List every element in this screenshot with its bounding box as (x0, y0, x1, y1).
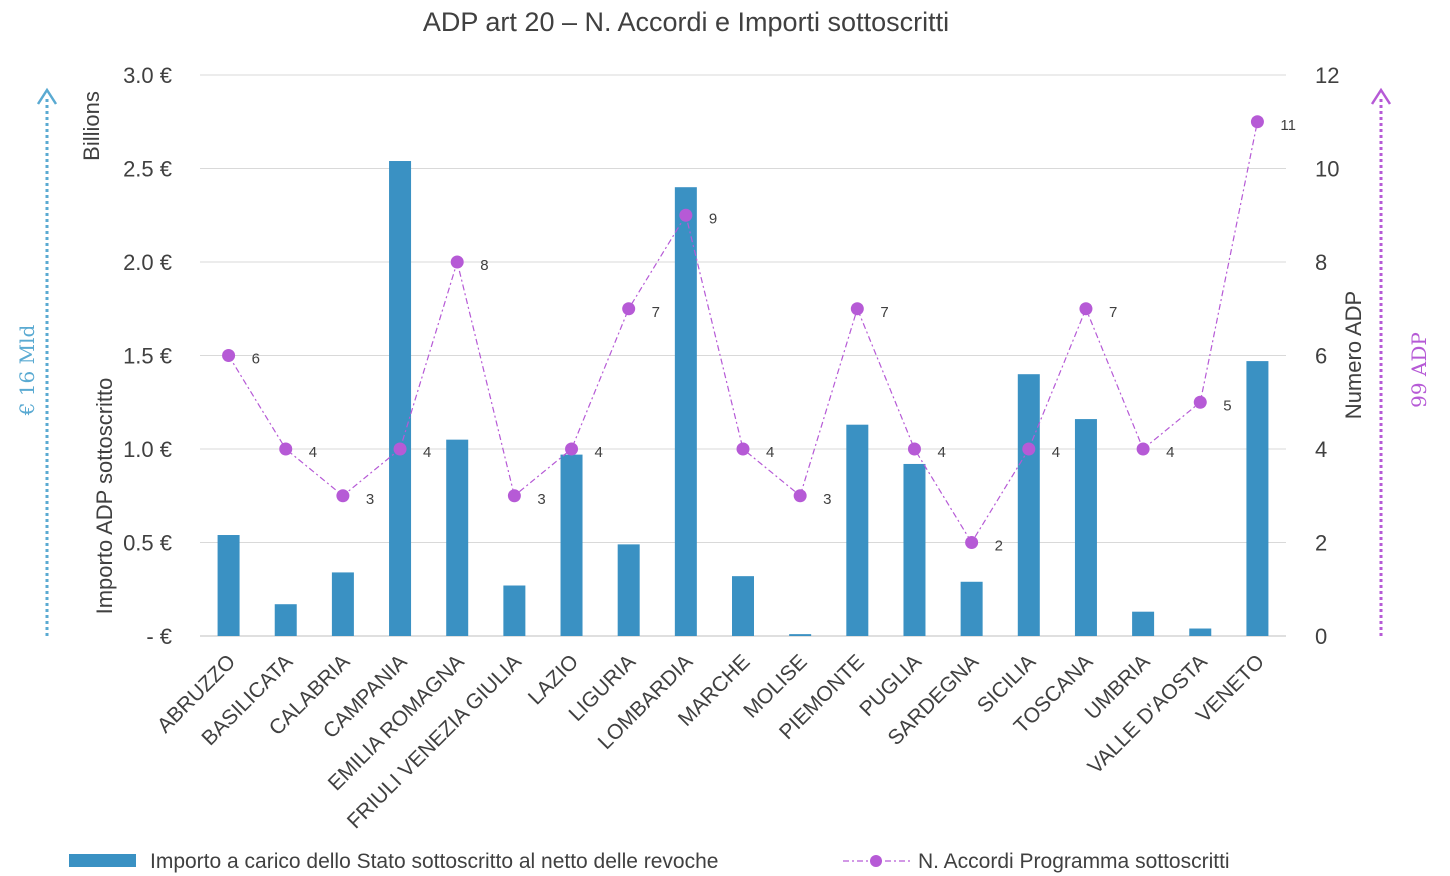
legend-item-line: N. Accordi Programma sottoscritti (843, 850, 1230, 873)
line-point (1194, 396, 1207, 409)
data-label: 9 (709, 210, 717, 227)
legend-item-bars: Importo a carico dello Stato sottoscritt… (69, 850, 718, 873)
legend-line-marker (870, 855, 882, 867)
line-point (336, 489, 349, 502)
bar (1246, 361, 1268, 636)
left-axis-units: Billions (79, 91, 104, 161)
line-point (1251, 115, 1264, 128)
bar (675, 187, 697, 636)
data-label: 3 (366, 491, 374, 508)
bar (1189, 629, 1211, 636)
line-point (279, 443, 292, 456)
bar (732, 576, 754, 636)
gridlines (200, 75, 1286, 636)
line-point (622, 302, 635, 315)
left-tick-label: 1.5 € (123, 344, 172, 369)
legend-bar-label: Importo a carico dello Stato sottoscritt… (150, 850, 718, 873)
line-point (1079, 302, 1092, 315)
line-point (1137, 443, 1150, 456)
left-tick-label: 1.0 € (123, 437, 172, 462)
left-axis-ticks: - € 0.5 € 1.0 € 1.5 € 2.0 € 2.5 € 3.0 € (123, 63, 172, 649)
bar (1075, 419, 1097, 636)
chart-title: ADP art 20 – N. Accordi e Importi sottos… (423, 7, 949, 37)
bar (561, 455, 583, 636)
left-tick-label: 3.0 € (123, 63, 172, 88)
data-label: 7 (1109, 304, 1117, 321)
bar (789, 634, 811, 636)
left-axis-title: Importo ADP sottoscritto (92, 378, 117, 615)
legend-bar-swatch (69, 854, 136, 867)
data-label: 4 (595, 444, 603, 461)
line-point (1022, 443, 1035, 456)
bar (618, 544, 640, 636)
right-tick-label: 10 (1315, 157, 1339, 182)
right-tick-label: 4 (1315, 437, 1327, 462)
line-point (851, 302, 864, 315)
bar (503, 586, 525, 636)
left-side-note: € 16 Mld (15, 90, 56, 636)
right-tick-label: 6 (1315, 344, 1327, 369)
bar (332, 572, 354, 636)
bar (961, 582, 983, 636)
data-label: 2 (995, 538, 1003, 555)
right-tick-label: 12 (1315, 63, 1339, 88)
legend: Importo a carico dello Stato sottoscritt… (69, 850, 1230, 873)
bar (218, 535, 240, 636)
x-axis-ticks: ABRUZZOBASILICATACALABRIACAMPANIAEMILIA … (153, 650, 1269, 833)
line-point (508, 489, 521, 502)
bar (903, 464, 925, 636)
data-label: 3 (537, 491, 545, 508)
data-label: 4 (937, 444, 945, 461)
bar (389, 161, 411, 636)
line-point (394, 443, 407, 456)
line-point (565, 443, 578, 456)
line-point (794, 489, 807, 502)
data-label: 8 (480, 257, 488, 274)
right-side-note-label: 99 ADP (1407, 332, 1431, 408)
line-point (908, 443, 921, 456)
left-side-note-label: € 16 Mld (15, 325, 39, 417)
data-label: 4 (766, 444, 774, 461)
line-point (222, 349, 235, 362)
data-label: 4 (309, 444, 317, 461)
bar-series (218, 161, 1269, 636)
line-point (451, 256, 464, 269)
line-point (679, 209, 692, 222)
bar (1132, 612, 1154, 636)
data-label: 11 (1280, 117, 1296, 134)
data-label: 4 (423, 444, 431, 461)
right-tick-label: 0 (1315, 624, 1327, 649)
data-label: 4 (1052, 444, 1060, 461)
right-tick-label: 2 (1315, 531, 1327, 556)
right-side-note: 99 ADP (1372, 90, 1431, 636)
legend-line-label: N. Accordi Programma sottoscritti (918, 850, 1230, 873)
line-point (965, 536, 978, 549)
line-point (737, 443, 750, 456)
bar (275, 604, 297, 636)
series-line (229, 122, 1258, 543)
data-label: 4 (1166, 444, 1174, 461)
right-axis-title: Numero ADP (1341, 291, 1366, 419)
data-label: 3 (823, 491, 831, 508)
data-label: 5 (1223, 397, 1231, 414)
right-axis-ticks: 0 2 4 6 8 10 12 (1315, 63, 1339, 649)
right-tick-label: 8 (1315, 250, 1327, 275)
data-label: 7 (880, 304, 888, 321)
bar (446, 440, 468, 636)
bar (1018, 374, 1040, 636)
data-label: 6 (252, 351, 260, 368)
bar (846, 425, 868, 636)
left-tick-label: - € (146, 624, 172, 649)
left-tick-label: 2.0 € (123, 250, 172, 275)
line-series: 6 4 3 4 8 3 4 7 9 4 3 7 4 2 4 7 4 5 11 (222, 115, 1296, 554)
left-tick-label: 0.5 € (123, 531, 172, 556)
data-label: 7 (652, 304, 660, 321)
left-tick-label: 2.5 € (123, 157, 172, 182)
